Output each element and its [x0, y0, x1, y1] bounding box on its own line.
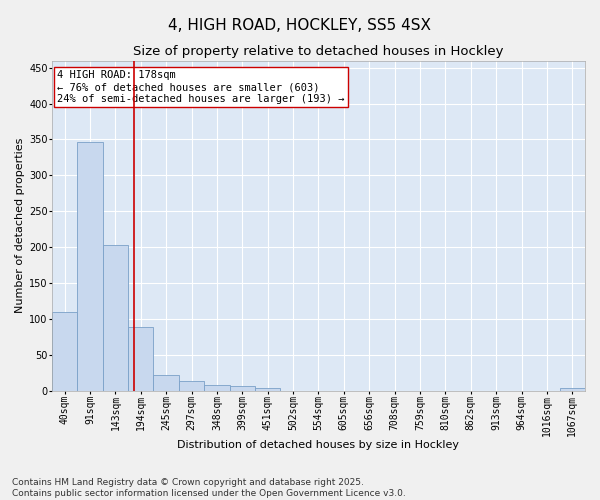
Bar	[128, 328, 154, 390]
Text: Contains HM Land Registry data © Crown copyright and database right 2025.
Contai: Contains HM Land Registry data © Crown c…	[12, 478, 406, 498]
X-axis label: Distribution of detached houses by size in Hockley: Distribution of detached houses by size …	[178, 440, 460, 450]
Bar	[154, 375, 179, 390]
Bar	[179, 381, 204, 390]
Bar	[77, 142, 103, 390]
Y-axis label: Number of detached properties: Number of detached properties	[15, 138, 25, 313]
Bar	[230, 386, 255, 390]
Text: 4 HIGH ROAD: 178sqm
← 76% of detached houses are smaller (603)
24% of semi-detac: 4 HIGH ROAD: 178sqm ← 76% of detached ho…	[57, 70, 345, 104]
Title: Size of property relative to detached houses in Hockley: Size of property relative to detached ho…	[133, 45, 504, 58]
Bar	[560, 388, 585, 390]
Bar	[103, 245, 128, 390]
Bar	[255, 388, 280, 390]
Bar	[52, 312, 77, 390]
Bar	[204, 385, 230, 390]
Text: 4, HIGH ROAD, HOCKLEY, SS5 4SX: 4, HIGH ROAD, HOCKLEY, SS5 4SX	[169, 18, 431, 32]
